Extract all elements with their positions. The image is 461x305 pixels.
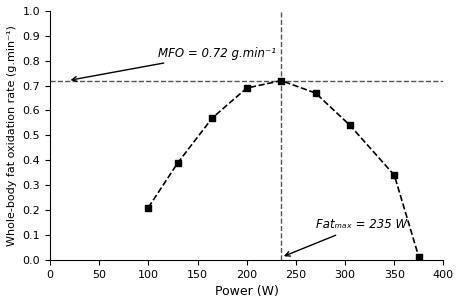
Text: Fatₘₐₓ = 235 W: Fatₘₐₓ = 235 W (285, 218, 407, 256)
Text: MFO = 0.72 g.min⁻¹: MFO = 0.72 g.min⁻¹ (72, 47, 276, 81)
Point (174, 160, 182, 165)
Point (312, 91, 319, 95)
Y-axis label: Whole-body fat oxidation rate (g.min⁻¹): Whole-body fat oxidation rate (g.min⁻¹) (7, 25, 17, 246)
Point (243, 86, 250, 91)
Point (415, 255, 423, 260)
Point (346, 123, 354, 128)
Point (209, 116, 216, 120)
Point (145, 205, 152, 210)
Point (278, 78, 285, 83)
Point (390, 173, 398, 178)
X-axis label: Power (W): Power (W) (215, 285, 278, 298)
